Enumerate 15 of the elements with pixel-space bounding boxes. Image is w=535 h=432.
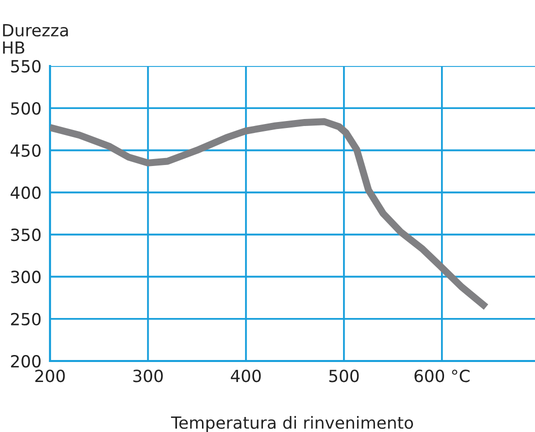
y-tick-label: 400 <box>10 186 41 199</box>
y-tick-label: 200 <box>11 354 41 368</box>
x-tick-label: 500 <box>329 370 359 382</box>
x-tick-label: 200 <box>35 370 65 382</box>
x-tick-label: 400 <box>230 370 261 382</box>
y-tick-label: 550 <box>11 60 41 73</box>
y-tick-label: 300 <box>11 270 41 284</box>
y-tick-label: 250 <box>11 312 41 326</box>
y-tick-label: 450 <box>10 144 41 157</box>
x-axis-title: Temperatura di rinvenimento <box>171 416 414 432</box>
y-tick-label: 500 <box>11 102 41 115</box>
y-tick-label: 350 <box>11 228 41 242</box>
y-axis-title: Durezza HB <box>3 24 68 54</box>
x-tick-label: 600 °C <box>414 370 470 382</box>
x-tick-label: 300 <box>133 370 163 382</box>
